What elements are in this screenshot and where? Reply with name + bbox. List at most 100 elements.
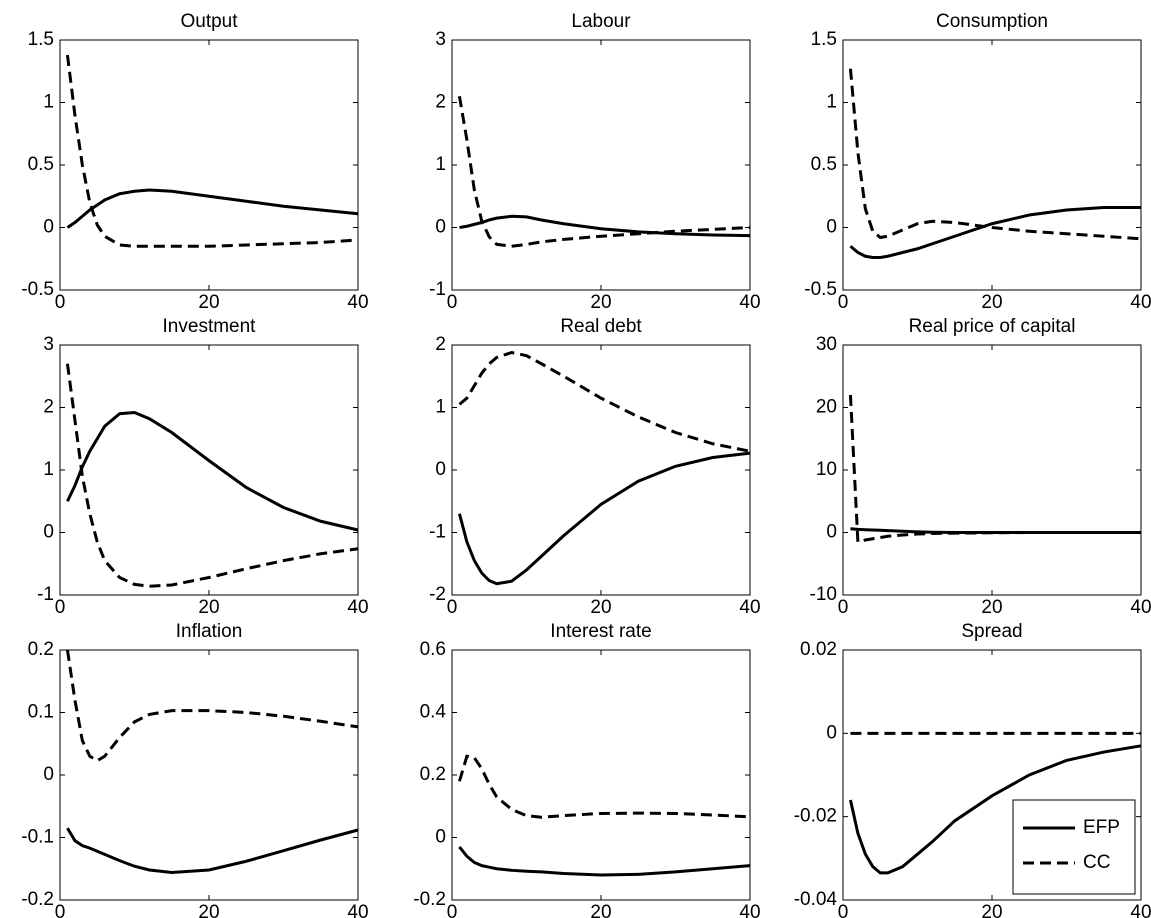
x-tick-label: 40	[1130, 292, 1151, 313]
x-tick-label: 40	[347, 292, 368, 313]
y-tick-label: 1	[435, 154, 446, 175]
y-tick-label: -10	[810, 584, 837, 605]
legend-label: CC	[1083, 852, 1110, 873]
x-tick-label: 40	[347, 902, 368, 918]
x-tick-label: 40	[739, 597, 760, 618]
series-line	[848, 394, 1141, 544]
series-line	[848, 744, 1142, 875]
chart-title: Output	[180, 11, 238, 32]
y-tick-label: -0.5	[804, 279, 837, 300]
y-tick-label: 2	[435, 92, 446, 113]
series-line	[849, 206, 1141, 259]
axes-frame	[59, 344, 359, 596]
y-tick-label: 1	[435, 397, 446, 418]
x-tick-label: 20	[198, 597, 219, 618]
x-tick-label: 20	[981, 597, 1002, 618]
y-tick-label: 10	[816, 459, 837, 480]
y-tick-label: 0	[43, 522, 54, 543]
axes-frame	[842, 649, 1142, 901]
x-tick-label: 20	[981, 292, 1002, 313]
chart-title: Spread	[961, 621, 1022, 642]
axes-frame	[451, 649, 751, 901]
series-line	[65, 363, 359, 588]
y-tick-label: -1	[37, 584, 54, 605]
x-tick-label: 0	[447, 902, 458, 918]
series-line	[458, 350, 751, 453]
y-tick-label: 1	[43, 92, 54, 113]
series-line	[457, 95, 751, 248]
y-tick-label: 0.5	[28, 154, 54, 175]
y-tick-label: 1.5	[28, 29, 54, 50]
chart-title: Inflation	[176, 621, 243, 642]
y-tick-label: 0.6	[420, 639, 446, 660]
series-line	[459, 214, 751, 238]
x-tick-label: 40	[739, 292, 760, 313]
x-tick-label: 20	[198, 902, 219, 918]
series-line	[65, 54, 359, 248]
y-tick-label: -0.1	[21, 827, 54, 848]
legend-label: EFP	[1083, 817, 1120, 838]
legend-box	[1012, 799, 1136, 895]
y-tick-label: 0	[435, 827, 446, 848]
y-tick-label: 2	[43, 397, 54, 418]
x-tick-label: 0	[55, 292, 66, 313]
y-tick-label: 0	[826, 522, 837, 543]
x-tick-label: 0	[838, 597, 849, 618]
axes-frame	[59, 649, 359, 901]
chart-title: Consumption	[936, 11, 1048, 32]
y-tick-label: 0	[826, 722, 837, 743]
y-tick-label: -0.2	[21, 889, 54, 910]
y-tick-label: -1	[429, 522, 446, 543]
chart-title: Investment	[163, 316, 257, 337]
y-tick-label: 30	[816, 334, 837, 355]
y-tick-label: -0.04	[794, 889, 838, 910]
x-tick-label: 20	[590, 597, 611, 618]
y-tick-label: 20	[816, 397, 837, 418]
y-tick-label: 0	[43, 217, 54, 238]
x-tick-label: 20	[981, 902, 1002, 918]
x-tick-label: 0	[447, 292, 458, 313]
series-line	[850, 527, 1141, 534]
y-tick-label: -1	[429, 279, 446, 300]
chart-title: Interest rate	[550, 621, 651, 642]
x-tick-label: 20	[590, 292, 611, 313]
x-tick-label: 40	[347, 597, 368, 618]
x-tick-label: 20	[198, 292, 219, 313]
x-tick-label: 0	[838, 292, 849, 313]
y-tick-label: 0	[43, 764, 54, 785]
x-tick-label: 0	[838, 902, 849, 918]
series-line	[65, 649, 359, 763]
series-line	[66, 188, 359, 229]
series-line	[848, 68, 1142, 241]
axes-frame	[451, 39, 751, 291]
x-tick-label: 0	[447, 597, 458, 618]
y-tick-label: 0.1	[28, 702, 54, 723]
y-tick-label: 0.4	[420, 702, 447, 723]
y-tick-label: -0.2	[413, 889, 446, 910]
series-line	[66, 410, 359, 532]
y-tick-label: 0	[435, 217, 446, 238]
axes-frame	[842, 344, 1142, 596]
y-tick-label: 0	[435, 459, 446, 480]
series-line	[457, 451, 751, 586]
y-tick-label: 0	[826, 217, 837, 238]
chart-title: Real price of capital	[909, 316, 1076, 337]
series-line	[458, 754, 751, 819]
y-tick-label: -2	[429, 584, 446, 605]
x-tick-label: 40	[1130, 902, 1151, 918]
y-tick-label: 0.2	[420, 764, 446, 785]
chart-title: Real debt	[560, 316, 642, 337]
y-tick-label: -0.5	[21, 279, 54, 300]
x-tick-label: 40	[1130, 597, 1151, 618]
y-tick-label: 0.2	[28, 639, 54, 660]
y-tick-label: 1	[43, 459, 54, 480]
chart-title: Labour	[571, 11, 631, 32]
y-tick-label: 1	[826, 92, 837, 113]
x-tick-label: 0	[55, 902, 66, 918]
x-tick-label: 40	[739, 902, 760, 918]
axes-frame	[842, 39, 1142, 291]
y-tick-label: 1.5	[811, 29, 837, 50]
series-line	[458, 845, 751, 877]
